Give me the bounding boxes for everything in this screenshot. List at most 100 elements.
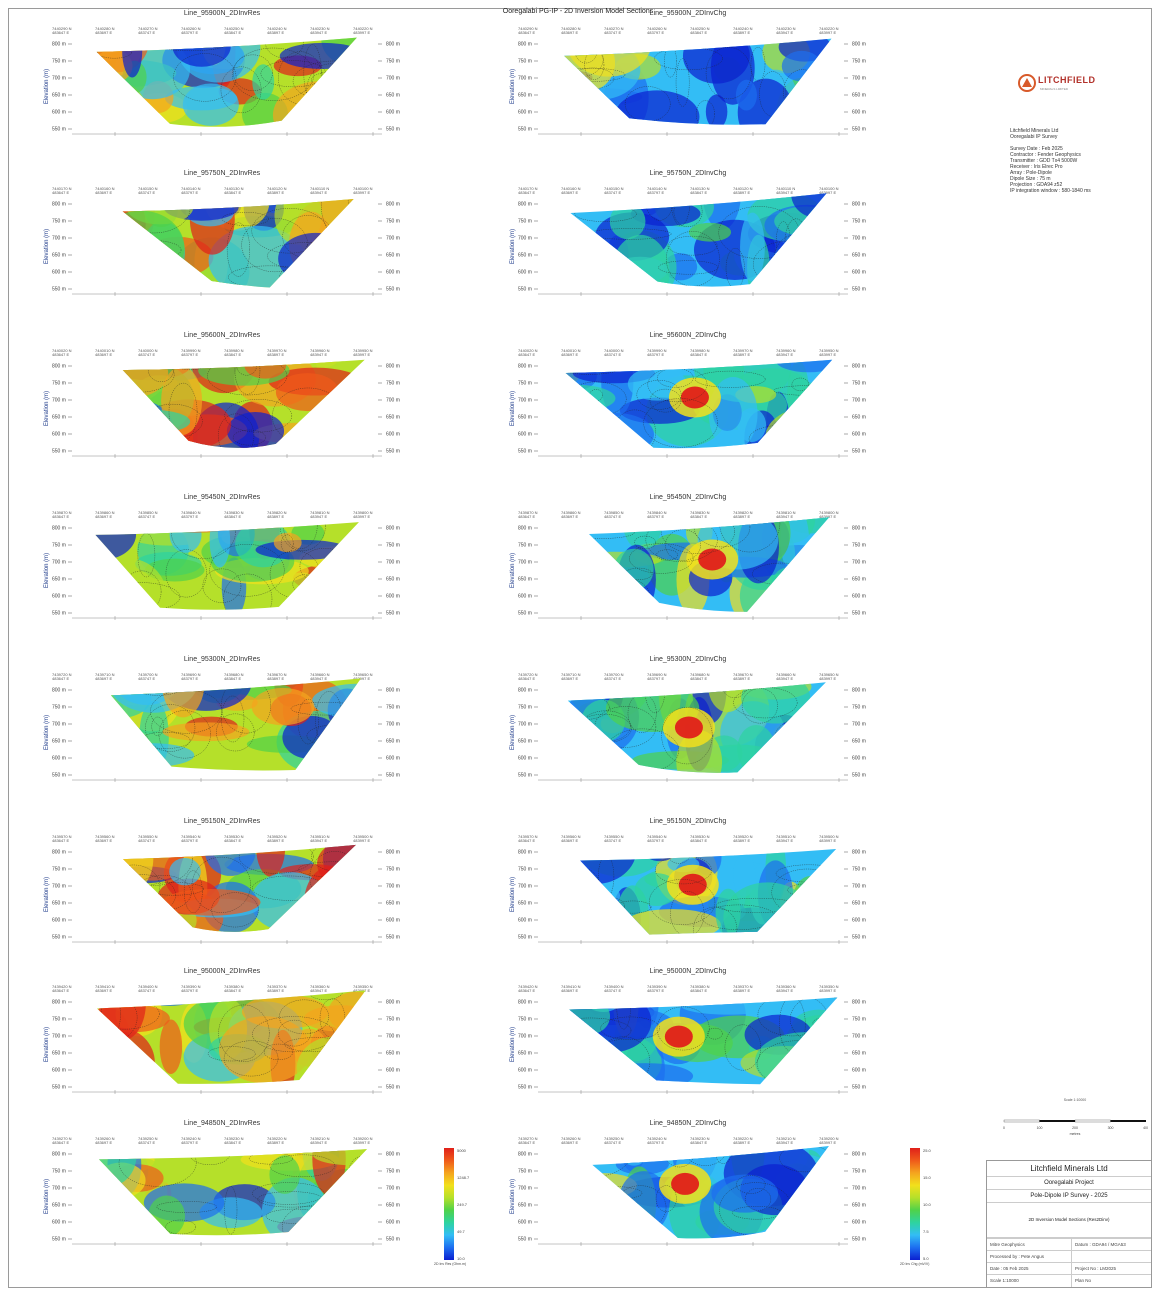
elevation-tick-left: 600 m	[518, 1068, 532, 1074]
elevation-tick-right: 700 m	[386, 398, 400, 404]
survey-info-block: Litchfield Minerals Ltd Ooregalabi IP Sur…	[1010, 128, 1150, 194]
contour-line	[97, 582, 181, 610]
elevation-axis-label: Elevation (m)	[44, 553, 50, 588]
coordinate-label: 7439250 N 483747 E	[604, 1136, 624, 1145]
coordinate-label: 7439830 N 483847 E	[224, 510, 244, 519]
section-title: Line_95900N_2DInvRes	[183, 10, 261, 17]
contour-line	[707, 1027, 723, 1040]
elevation-axis-label: Elevation (m)	[44, 1179, 50, 1214]
elevation-tick-left: 700 m	[518, 884, 532, 890]
model-blob	[335, 1025, 366, 1084]
contour-line	[564, 68, 626, 82]
model-blob	[567, 734, 589, 757]
elevation-tick-left: 550 m	[52, 935, 66, 941]
model-blob	[328, 233, 354, 265]
coordinate-label: 7439690 N 483797 E	[181, 672, 201, 681]
contour-line	[564, 41, 604, 78]
coordinate-label: 7439350 N 483997 E	[353, 984, 373, 993]
contour-line	[216, 713, 255, 752]
coordinate-label: 7439240 N 483797 E	[647, 1136, 667, 1145]
model-blob	[312, 1149, 367, 1166]
coordinate-label: 7440240 N 483897 E	[733, 26, 753, 35]
coordinate-label: 7440020 N 483647 E	[518, 348, 538, 357]
contour-line	[223, 1040, 279, 1077]
contour-line	[705, 47, 752, 100]
elevation-tick-right: 800 m	[852, 1152, 866, 1158]
coordinate-label: 7439970 N 483897 E	[267, 348, 287, 357]
model-blob	[162, 888, 261, 916]
coordinate-label: 7439840 N 483797 E	[181, 510, 201, 519]
elevation-tick-left: 700 m	[52, 236, 66, 242]
elevation-tick-right: 700 m	[852, 884, 866, 890]
model-blob	[255, 539, 350, 560]
scale-tick-label: 100	[1037, 1126, 1043, 1130]
coordinate-label: 7439810 N 483947 E	[310, 510, 330, 519]
elevation-tick-right: 800 m	[852, 526, 866, 532]
contour-line	[263, 1043, 294, 1060]
section-title: Line_95750N_2DInvChg	[649, 170, 727, 177]
elevation-tick-right: 700 m	[386, 1034, 400, 1040]
elevation-tick-right: 550 m	[386, 1085, 400, 1091]
model-blob	[251, 687, 315, 726]
coordinate-label: 7439380 N 483847 E	[690, 984, 710, 993]
tb-datum: Datum : GDA94 / MGA53	[1075, 1242, 1126, 1247]
section-title: Line_95450N_2DInvRes	[183, 494, 261, 501]
contour-line	[100, 991, 121, 1038]
section-title: Line_94850N_2DInvRes	[183, 1120, 261, 1127]
contour-line	[634, 535, 656, 550]
model-blob	[735, 79, 757, 111]
contour-line	[183, 870, 203, 913]
section-plot: 7439570 N 483647 E 7439560 N 483697 E 743955…	[510, 834, 866, 944]
coordinate-label: 7439260 N 483697 E	[561, 1136, 581, 1145]
coordinate-label: 7440170 N 483647 E	[52, 186, 72, 195]
coordinate-label: 7440250 N 483847 E	[224, 26, 244, 35]
elevation-tick-left: 550 m	[518, 449, 532, 455]
chargeability-section: Line_95750N_2DInvChg 7440170 N 483647 E 744…	[510, 170, 918, 328]
contour-line	[790, 997, 838, 1044]
coordinate-label: 7440140 N 483797 E	[647, 186, 667, 195]
elevation-tick-right: 550 m	[852, 1237, 866, 1243]
elevation-tick-left: 550 m	[52, 127, 66, 133]
elevation-tick-left: 550 m	[518, 127, 532, 133]
elevation-tick-left: 550 m	[518, 1085, 532, 1091]
elevation-tick-left: 800 m	[518, 364, 532, 370]
coordinate-label: 7439390 N 483797 E	[181, 984, 201, 993]
contour-line	[750, 47, 766, 82]
coordinate-label: 7439860 N 483697 E	[561, 510, 581, 519]
coordinate-label: 7439230 N 483847 E	[224, 1136, 244, 1145]
contour-line	[779, 1146, 829, 1173]
elevation-tick-left: 750 m	[518, 59, 532, 65]
model-blob	[800, 236, 827, 272]
contour-line	[661, 517, 735, 554]
elevation-tick-right: 650 m	[852, 1203, 866, 1209]
coordinate-label: 7439960 N 483947 E	[776, 348, 796, 357]
scale-title: Scale 1:10000	[1063, 1098, 1087, 1102]
elevation-tick-left: 550 m	[518, 935, 532, 941]
elevation-tick-left: 800 m	[518, 1000, 532, 1006]
coordinate-label: 7440110 N 483947 E	[310, 186, 329, 195]
model-blob	[569, 997, 611, 1036]
resistivity-section: Line_94850N_2DInvRes 7439270 N 483647 E 743…	[44, 1120, 452, 1278]
model-blob	[708, 682, 747, 713]
model-blob	[333, 1173, 367, 1236]
elevation-tick-left: 650 m	[518, 93, 532, 99]
elevation-tick-left: 650 m	[52, 93, 66, 99]
elevation-tick-left: 650 m	[518, 577, 532, 583]
coordinate-label: 7439270 N 483647 E	[518, 1136, 538, 1145]
elevation-axis-label: Elevation (m)	[44, 391, 50, 426]
model-fill	[110, 678, 362, 771]
elevation-tick-left: 600 m	[52, 270, 66, 276]
contour-line	[122, 240, 182, 260]
elevation-tick-right: 650 m	[852, 577, 866, 583]
section-title: Line_95450N_2DInvChg	[649, 494, 727, 501]
coordinate-label: 7439530 N 483847 E	[224, 834, 244, 843]
elevation-tick-left: 600 m	[518, 432, 532, 438]
elevation-tick-right: 550 m	[852, 449, 866, 455]
contour-line	[667, 236, 718, 256]
elevation-tick-right: 750 m	[852, 1169, 866, 1175]
coordinate-label: 7439870 N 483647 E	[518, 510, 538, 519]
contour-line	[298, 1222, 348, 1235]
elevation-tick-left: 750 m	[52, 1017, 66, 1023]
contour-line	[191, 856, 251, 913]
contour-line	[165, 1219, 196, 1235]
